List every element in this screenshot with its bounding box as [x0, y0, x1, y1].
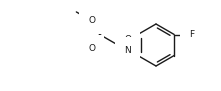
Text: N: N [124, 46, 131, 55]
Text: O: O [124, 35, 131, 44]
Text: O: O [88, 44, 95, 53]
Text: O: O [88, 16, 95, 25]
Text: F: F [189, 30, 195, 39]
